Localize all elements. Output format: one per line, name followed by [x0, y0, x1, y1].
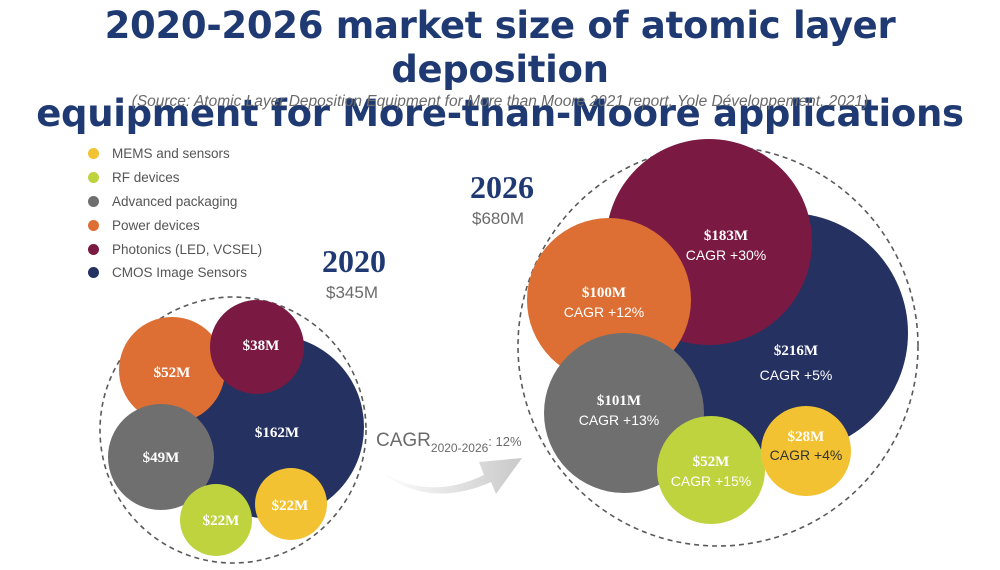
year-2026: 2026 — [470, 169, 534, 205]
bubble-2026-rf — [657, 416, 765, 524]
cagr-2026-mems: CAGR +4% — [770, 447, 843, 463]
group-outline-2026 — [517, 145, 919, 547]
legend-swatch-power — [88, 219, 99, 231]
cagr-annotation: CAGR2020-2026: 12% — [376, 430, 522, 455]
label-2020-cmos: $162M — [255, 425, 299, 441]
total-2020: $345M — [326, 283, 378, 302]
chart-title-line-1: 2020-2026 market size of atomic layer de… — [104, 4, 896, 91]
bubble-2020-photonics — [210, 300, 304, 394]
cagr-subscript: 2020-2026 — [431, 441, 489, 455]
legend-label-cmos: CMOS Image Sensors — [112, 265, 248, 281]
legend-label-photonics: Photonics (LED, VCSEL) — [112, 241, 263, 257]
label-2020-photonics: $38M — [243, 338, 280, 354]
legend-label-mems: MEMS and sensors — [112, 146, 230, 162]
bubble-2020-rf — [180, 484, 252, 556]
source-note: (Source: Atomic Layer Deposition Equipme… — [131, 93, 869, 110]
growth-arrow — [378, 458, 522, 494]
legend-item-packaging: Advanced packaging — [88, 190, 262, 214]
label-2026-cmos: $216M — [774, 343, 818, 359]
bubble-labels-2020: $162M $52M $49M $38M $22M $22M — [143, 338, 309, 529]
bubble-2020-mems — [255, 468, 327, 540]
legend-item-power: Power devices — [88, 213, 262, 237]
label-2026-packaging: $101M — [597, 393, 641, 409]
legend-swatch-photonics — [88, 243, 99, 255]
label-2020-packaging: $49M — [143, 450, 180, 466]
label-2026-photonics: $183M — [704, 228, 748, 244]
total-2026: $680M — [472, 209, 524, 228]
bubble-group-2026 — [527, 139, 908, 524]
chart-title-line-2: equipment for More-than-Moore applicatio… — [36, 92, 964, 135]
legend-item-cmos: CMOS Image Sensors — [88, 261, 262, 285]
legend-swatch-mems — [88, 148, 99, 160]
bubble-labels-2026: $216M $183M $101M $100M $52M $28M — [582, 228, 824, 470]
label-2026-power: $100M — [582, 285, 626, 301]
cagr-2026-rf: CAGR +15% — [671, 473, 752, 489]
bubble-2026-mems — [761, 406, 851, 496]
label-2020-rf: $22M — [203, 513, 240, 529]
cagr-2026-power: CAGR +12% — [564, 304, 645, 320]
legend-item-rf: RF devices — [88, 166, 262, 190]
cagr-2026-packaging: CAGR +13% — [579, 412, 660, 428]
group-outline-2020 — [99, 296, 367, 564]
label-2020-mems: $22M — [272, 498, 309, 514]
legend: MEMS and sensors RF devices Advanced pac… — [88, 142, 262, 285]
legend-swatch-rf — [88, 172, 99, 184]
bubble-2020-power — [119, 317, 225, 423]
legend-item-mems: MEMS and sensors — [88, 142, 262, 166]
legend-item-photonics: Photonics (LED, VCSEL) — [88, 237, 262, 261]
cagr-prefix: CAGR — [376, 430, 431, 451]
cagr-suffix: : 12% — [488, 434, 522, 449]
legend-label-packaging: Advanced packaging — [112, 193, 238, 209]
year-2020: 2020 — [322, 243, 386, 279]
cagr-labels-2026: CAGR +5% CAGR +30% CAGR +13% CAGR +12% C… — [564, 247, 843, 489]
cagr-2026-cmos: CAGR +5% — [760, 367, 833, 383]
legend-swatch-cmos — [88, 267, 99, 279]
legend-label-power: Power devices — [112, 217, 200, 233]
legend-swatch-packaging — [88, 195, 99, 207]
bubble-2020-packaging — [108, 404, 214, 510]
label-2026-rf: $52M — [693, 454, 730, 470]
cagr-2026-photonics: CAGR +30% — [686, 247, 767, 263]
chart-title: 2020-2026 market size of atomic layer de… — [0, 4, 1000, 136]
bubble-group-2020 — [108, 300, 364, 556]
label-2020-power: $52M — [154, 365, 191, 381]
label-2026-mems: $28M — [788, 429, 825, 445]
legend-label-rf: RF devices — [112, 170, 180, 186]
